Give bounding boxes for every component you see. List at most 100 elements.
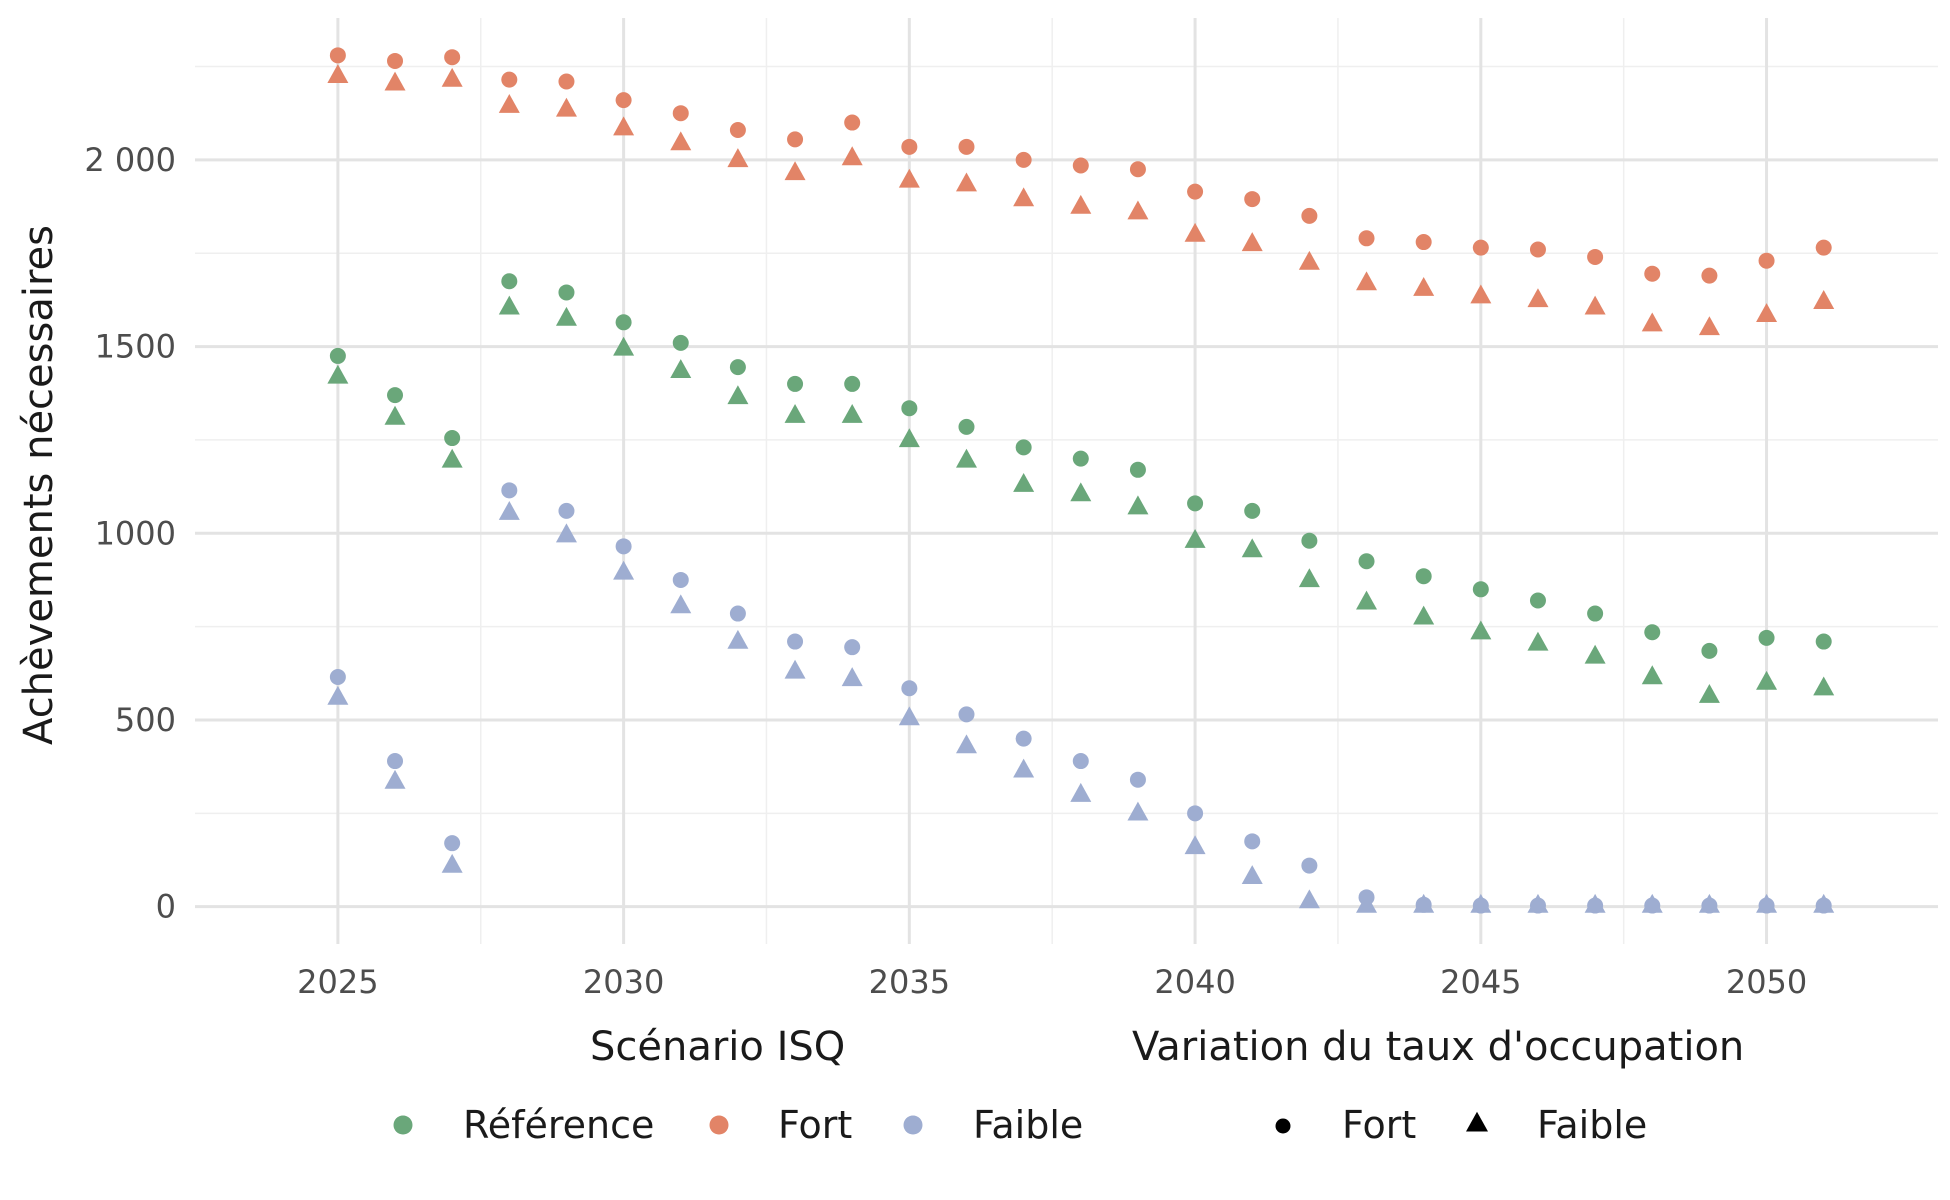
data-point-circle: [729, 605, 746, 622]
data-point-triangle: [1813, 676, 1835, 696]
x-tick-label: 2025: [297, 963, 378, 1001]
data-point-triangle: [1470, 893, 1492, 913]
x-tick-label: 2045: [1440, 963, 1521, 1001]
data-point-circle: [787, 633, 804, 650]
data-point-circle: [501, 482, 518, 499]
legend-color-key: [393, 1115, 413, 1135]
data-point-triangle: [841, 667, 863, 687]
legend-shape-key: [1275, 1118, 1291, 1134]
y-tick-label: 1500: [95, 328, 176, 366]
data-point-circle: [1358, 553, 1375, 570]
data-point-triangle: [727, 148, 749, 168]
data-point-triangle: [1127, 200, 1149, 220]
data-point-triangle: [1756, 303, 1778, 323]
data-point-circle: [901, 400, 918, 417]
data-point-triangle: [955, 172, 977, 192]
y-axis-ticks: 0 500 1000 1500 2 000: [84, 141, 176, 926]
data-point-circle: [1072, 753, 1089, 770]
data-point-triangle: [1527, 288, 1549, 308]
data-point-circle: [1015, 439, 1032, 456]
data-point-triangle: [1413, 276, 1435, 296]
data-point-triangle: [1413, 893, 1435, 913]
data-point-triangle: [384, 405, 406, 425]
data-point-triangle: [1298, 568, 1320, 588]
data-point-triangle: [1641, 893, 1663, 913]
data-point-triangle: [670, 359, 692, 379]
legend: Scénario ISQ Variation du taux d'occupat…: [393, 1024, 1744, 1147]
data-point-triangle: [1241, 865, 1263, 884]
data-point-triangle: [1584, 644, 1606, 664]
data-point-circle: [1129, 771, 1146, 788]
x-tick-label: 2050: [1726, 963, 1807, 1001]
data-point-circle: [615, 538, 632, 555]
data-point-triangle: [1470, 284, 1492, 304]
data-point-triangle: [384, 769, 406, 789]
data-point-circle: [729, 359, 746, 376]
data-point-circle: [787, 131, 804, 148]
data-point-triangle: [555, 97, 577, 117]
data-point-triangle: [1127, 495, 1149, 515]
data-point-triangle: [441, 67, 463, 87]
data-point-triangle: [1413, 605, 1435, 625]
data-point-circle: [1072, 157, 1089, 174]
data-point-triangle: [1184, 835, 1206, 855]
data-point-circle: [672, 105, 689, 122]
data-point-circle: [844, 375, 861, 392]
data-point-triangle: [1356, 590, 1378, 610]
data-point-circle: [1701, 267, 1718, 284]
data-point-circle: [1415, 234, 1432, 251]
data-point-triangle: [441, 853, 463, 873]
data-point-triangle: [1241, 538, 1263, 558]
data-point-circle: [1301, 207, 1318, 224]
data-point-triangle: [1241, 232, 1263, 252]
data-point-triangle: [1356, 893, 1378, 913]
legend-shape-items: Fort Faible: [1275, 1103, 1647, 1147]
data-point-circle: [615, 92, 632, 109]
data-point-circle: [1472, 581, 1489, 598]
data-point-triangle: [498, 295, 520, 315]
data-point-circle: [1529, 241, 1546, 258]
data-point-circle: [901, 138, 918, 155]
data-point-circle: [387, 52, 404, 69]
legend-color-label: Référence: [463, 1103, 654, 1147]
data-point-circle: [1815, 239, 1832, 256]
data-point-triangle: [727, 629, 749, 649]
data-point-triangle: [1070, 194, 1092, 214]
data-point-triangle: [1070, 482, 1092, 502]
data-point-triangle: [784, 403, 806, 423]
x-tick-label: 2040: [1154, 963, 1235, 1001]
data-point-triangle: [1584, 893, 1606, 913]
data-point-triangle: [1298, 250, 1320, 270]
data-point-circle: [501, 273, 518, 290]
data-point-triangle: [1756, 670, 1778, 690]
x-tick-label: 2035: [869, 963, 950, 1001]
legend-color-items: Référence Fort Faible: [393, 1103, 1083, 1147]
data-point-triangle: [784, 659, 806, 679]
data-point-triangle: [955, 448, 977, 468]
data-point-triangle: [1527, 631, 1549, 651]
data-point-circle: [558, 502, 575, 519]
data-point-circle: [672, 334, 689, 351]
data-point-circle: [329, 347, 346, 364]
data-point-triangle: [1698, 893, 1720, 913]
y-tick-label: 500: [115, 701, 176, 739]
data-point-triangle: [327, 685, 349, 705]
x-axis-ticks: 2025 2030 2035 2040 2045 2050: [297, 963, 1807, 1001]
data-point-circle: [1415, 568, 1432, 585]
data-point-triangle: [1013, 473, 1035, 492]
data-point-circle: [1015, 151, 1032, 168]
x-tick-label: 2030: [583, 963, 664, 1001]
data-point-circle: [1358, 230, 1375, 247]
legend-color-label: Fort: [778, 1103, 852, 1147]
data-point-triangle: [670, 594, 692, 614]
legend-shape-label: Faible: [1537, 1103, 1647, 1147]
data-point-triangle: [555, 306, 577, 326]
data-point-circle: [958, 138, 975, 155]
data-point-circle: [1587, 605, 1604, 622]
data-point-triangle: [613, 116, 635, 136]
data-point-circle: [1129, 161, 1146, 178]
data-point-circle: [787, 375, 804, 392]
data-point-circle: [1701, 642, 1718, 659]
data-point-triangle: [1527, 893, 1549, 913]
data-point-circle: [1644, 265, 1661, 282]
